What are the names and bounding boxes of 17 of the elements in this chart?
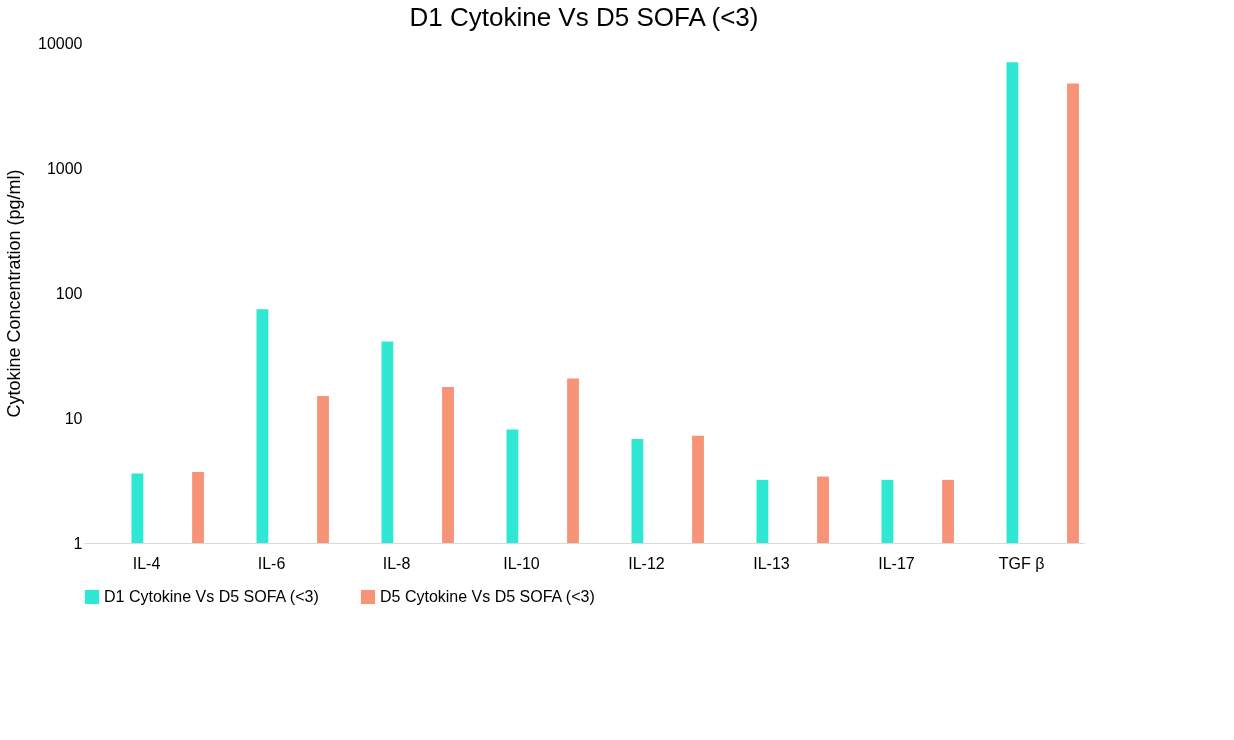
- x-tick-label: IL-17: [878, 554, 915, 572]
- y-tick-label: 1000: [46, 159, 83, 177]
- x-tick-label: IL-13: [753, 554, 790, 572]
- chart-title: D1 Cytokine Vs D5 SOFA (<3): [409, 2, 759, 32]
- x-tick-label: IL-12: [628, 554, 665, 572]
- y-tick-label: 10: [64, 409, 83, 427]
- x-tick-label: IL-6: [257, 554, 286, 572]
- y-axis-title: Cytokine Concentration (pg/ml): [4, 169, 25, 418]
- x-tick-label: IL-8: [382, 554, 411, 572]
- y-tick-label: 100: [55, 284, 83, 302]
- x-tick-label: TGF β: [998, 554, 1045, 572]
- x-tick-label: IL-4: [132, 554, 161, 572]
- legend-label: D5 Cytokine Vs D5 SOFA (<3): [380, 588, 595, 605]
- y-tick-label: 1: [73, 534, 83, 552]
- y-tick-label: 10000: [38, 34, 83, 52]
- x-tick-label: IL-10: [503, 554, 540, 572]
- legend-label: D1 Cytokine Vs D5 SOFA (<3): [104, 588, 319, 605]
